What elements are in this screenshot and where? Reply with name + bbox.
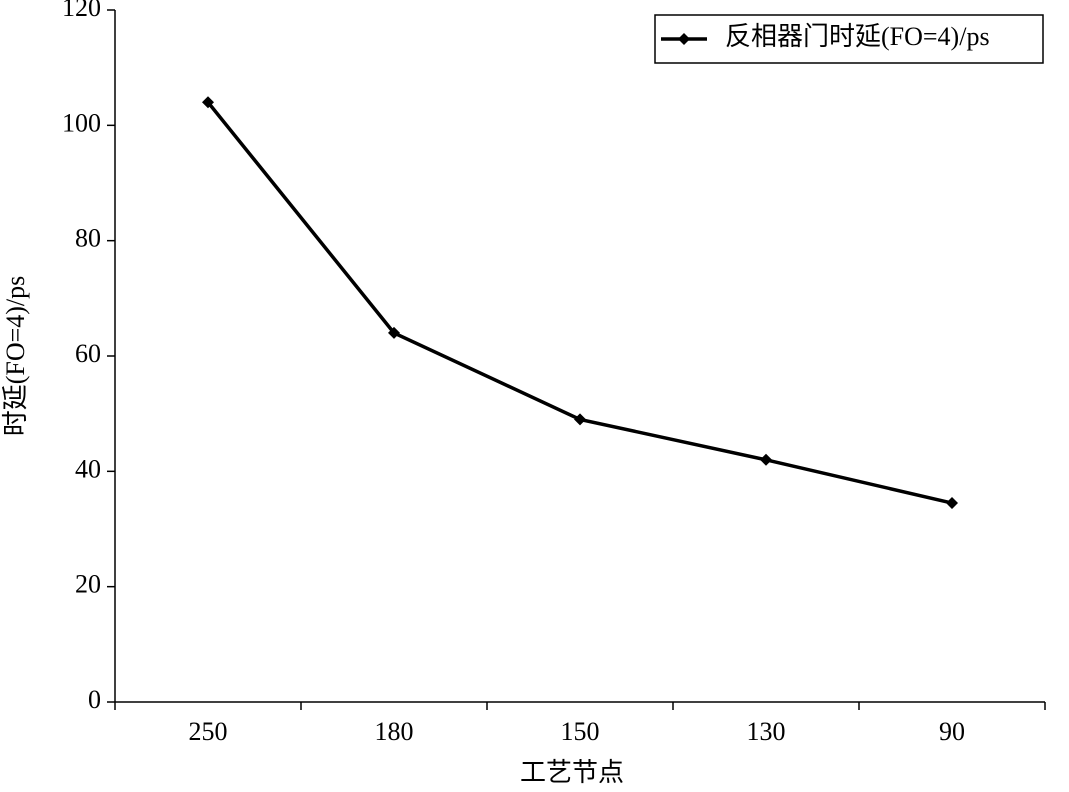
y-tick-label: 120 <box>62 0 101 22</box>
x-tick-label: 180 <box>375 717 414 746</box>
marker <box>946 497 958 510</box>
x-tick-label: 130 <box>747 717 786 746</box>
x-tick-label: 90 <box>939 717 965 746</box>
y-tick-label: 60 <box>75 339 101 368</box>
marker <box>760 453 772 466</box>
y-tick-label: 0 <box>88 685 101 714</box>
marker <box>202 96 214 109</box>
y-tick-label: 100 <box>62 108 101 137</box>
x-tick-label: 150 <box>561 717 600 746</box>
marker <box>388 326 400 339</box>
y-tick-label: 20 <box>75 570 101 599</box>
legend-label: 反相器门时延(FO=4)/ps <box>725 22 990 51</box>
legend-box <box>654 14 1044 64</box>
x-tick-label: 250 <box>189 717 228 746</box>
x-axis-label: 工艺节点 <box>520 758 624 787</box>
y-axis-label: 时延(FO=4)/ps <box>1 276 30 437</box>
y-tick-label: 80 <box>75 224 101 253</box>
marker <box>574 413 586 426</box>
legend-marker <box>678 33 690 45</box>
line <box>206 101 953 505</box>
y-tick-label: 40 <box>75 454 101 483</box>
